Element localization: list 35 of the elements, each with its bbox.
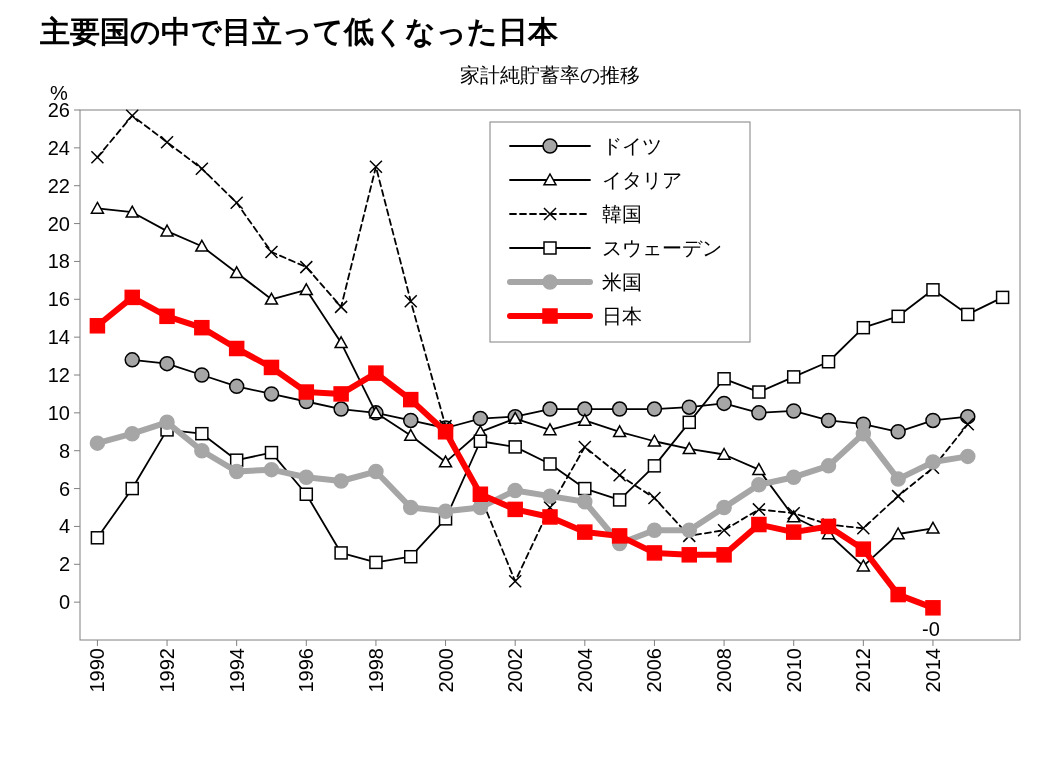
legend-label: 韓国 xyxy=(602,203,642,225)
legend-label: ドイツ xyxy=(602,135,662,157)
y-tick-label: 16 xyxy=(47,288,70,311)
y-tick-label: 24 xyxy=(47,136,70,159)
legend-label: 米国 xyxy=(602,271,642,293)
y-tick-label: 8 xyxy=(58,439,70,462)
x-tick-label: 2010 xyxy=(782,648,805,693)
x-tick-label: 2004 xyxy=(573,648,596,693)
x-tick-label: 2012 xyxy=(852,648,875,693)
x-tick-label: 2008 xyxy=(713,648,736,693)
y-tick-label: 22 xyxy=(47,174,70,197)
x-tick-label: 1990 xyxy=(86,648,109,693)
x-tick-label: 1998 xyxy=(364,648,387,693)
y-tick-label: 20 xyxy=(47,212,70,235)
title: 主要国の中で目立って低くなった日本 xyxy=(40,15,558,48)
legend-label: スウェーデン xyxy=(602,237,722,259)
y-tick-label: 2 xyxy=(58,553,70,576)
x-tick-label: 1996 xyxy=(295,648,318,693)
x-tick-label: 1994 xyxy=(225,648,248,693)
y-tick-label: 6 xyxy=(58,477,70,500)
x-tick-label: 2000 xyxy=(434,648,457,693)
legend-label: イタリア xyxy=(602,169,682,191)
x-tick-label: 2002 xyxy=(504,648,527,693)
x-tick-label: 2006 xyxy=(643,648,666,693)
y-tick-label: 0 xyxy=(58,591,70,614)
legend-label: 日本 xyxy=(602,305,642,327)
subtitle: 家計純貯蓄率の推移 xyxy=(460,64,640,86)
x-tick-label: 2014 xyxy=(921,648,944,693)
y-tick-label: 10 xyxy=(47,401,70,424)
x-tick-label: 1992 xyxy=(156,648,179,693)
y-tick-label: 4 xyxy=(58,515,70,538)
y-tick-label: 12 xyxy=(47,364,70,386)
annotation: -0 xyxy=(922,617,940,640)
y-tick-label: 14 xyxy=(47,326,70,349)
y-tick-label: 18 xyxy=(47,250,70,273)
